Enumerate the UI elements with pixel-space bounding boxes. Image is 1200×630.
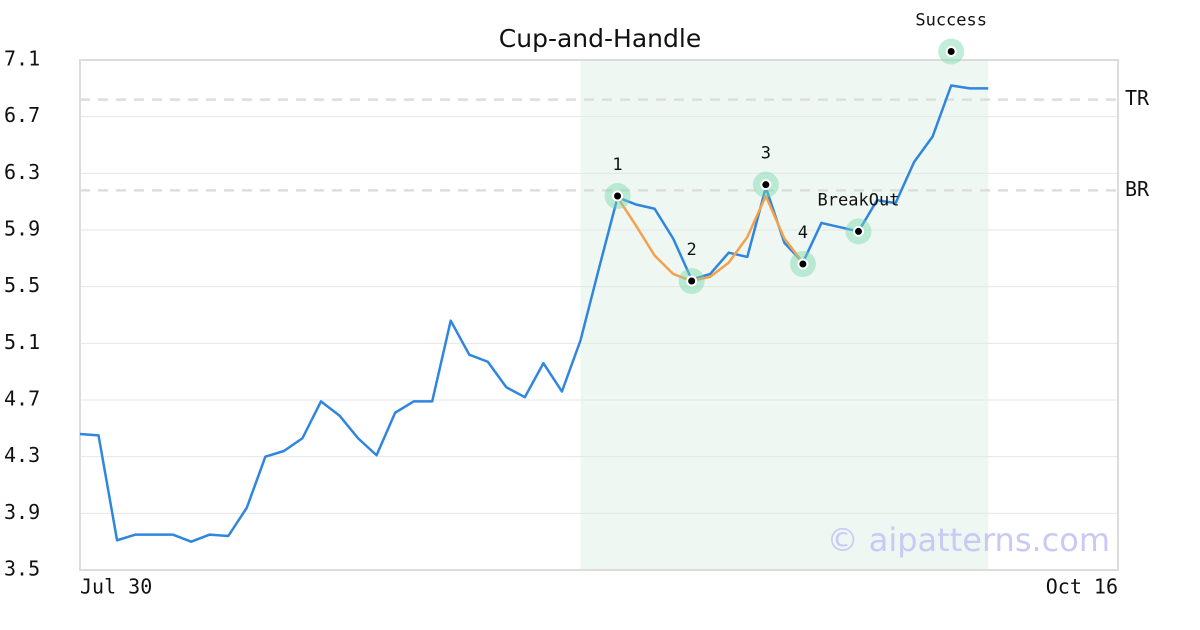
y-tick-label: 4.7 <box>4 387 40 411</box>
marker-dot <box>945 46 957 57</box>
annotation-label: Success <box>915 11 987 31</box>
plot-frame <box>79 59 1119 571</box>
level-label: BR <box>1125 177 1150 201</box>
x-tick-label: Oct 16 <box>1046 575 1118 599</box>
level-label: TR <box>1125 86 1150 110</box>
marker-dot <box>797 258 809 270</box>
y-tick-label: 5.5 <box>4 273 40 297</box>
series-line <box>79 84 989 543</box>
y-tick-label: 5.1 <box>4 330 40 354</box>
y-tick-label: 7.1 <box>4 47 40 71</box>
y-tick-label: 3.9 <box>4 500 40 524</box>
x-tick-label: Jul 30 <box>80 575 152 599</box>
y-tick-label: 4.3 <box>4 443 40 467</box>
marker-dot <box>853 225 864 237</box>
annotation-label: 3 <box>761 144 771 164</box>
pattern-region <box>580 60 989 570</box>
marker-dot <box>612 190 624 202</box>
marker-dot <box>686 275 698 287</box>
y-tick-label: 5.9 <box>4 217 40 241</box>
annotation-label: BreakOut <box>818 190 900 210</box>
chart-title: Cup-and-Handle <box>499 24 701 53</box>
marker-dot <box>760 179 772 191</box>
watermark: © aipatterns.com <box>827 521 1110 559</box>
annotation-label: 1 <box>612 155 622 175</box>
annotation-label: 2 <box>687 240 697 260</box>
series-line <box>616 194 804 283</box>
y-tick-label: 3.5 <box>4 557 40 581</box>
y-tick-label: 6.3 <box>4 160 40 184</box>
annotation-label: 4 <box>798 223 808 243</box>
y-tick-label: 6.7 <box>4 103 40 127</box>
